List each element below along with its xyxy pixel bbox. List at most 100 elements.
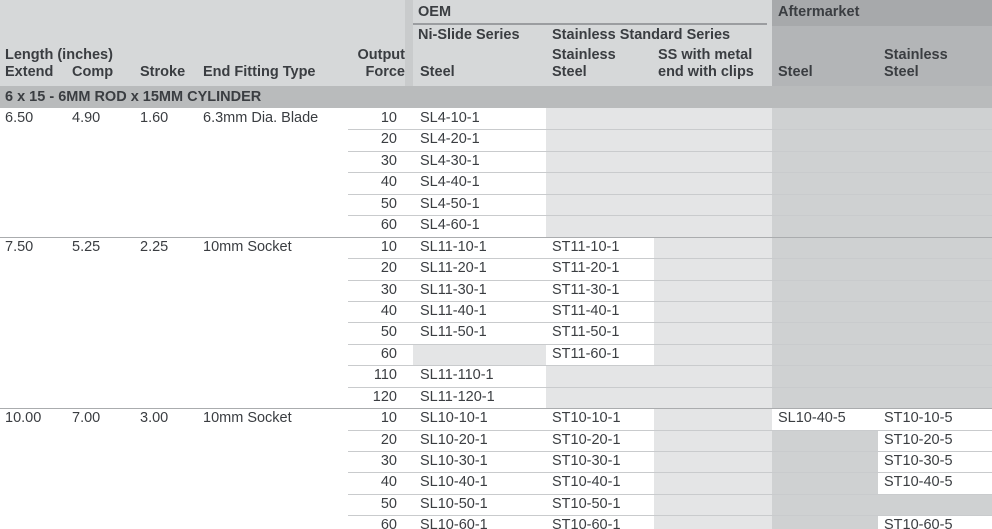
cell-am-ss [878,193,992,216]
cell-stainless: ST11-40-1 [552,302,620,319]
row-separator [348,279,992,281]
cell-clips [654,386,772,409]
table-row: 40 SL10-40-1 ST10-40-1 ST10-40-5 [0,472,992,494]
cell-am-ss [878,322,992,344]
row-separator [348,193,992,195]
cell-steel: SL11-20-1 [420,260,487,277]
cell-am-steel [772,215,878,237]
cell-am-ss [878,172,992,194]
cell-stainless: ST11-60-1 [552,345,620,362]
cell-output-force: 10 [380,110,397,126]
cell-am-steel [772,300,878,323]
cell-comp: 5.25 [72,238,101,255]
cell-am-ss [878,129,992,151]
cell-am-steel [772,451,878,473]
cell-clips [654,515,772,529]
cell-clips [654,451,772,473]
row-separator [348,258,992,260]
cell-output-force: 60 [380,217,397,234]
ni-slide-series-label: Ni-Slide Series [418,27,520,43]
table-row: 120 SL11-120-1 [0,386,992,409]
row-separator [348,215,992,217]
cell-steel: SL10-10-1 [420,410,488,427]
block-separator [0,408,992,410]
table-row: 20 SL10-20-1 ST10-20-1 ST10-20-5 [0,429,992,451]
cell-stainless: ST10-60-1 [552,517,621,529]
cell-stainless: ST11-20-1 [552,260,620,277]
table-row: 10.00 7.00 3.00 10mm Socket 10 SL10-10-1 ST10-… [0,408,992,430]
cell-stainless: ST10-30-1 [552,453,621,469]
cell-end-fitting-type: 10mm Socket [203,238,292,255]
cell-stainless [546,150,654,173]
cell-am-ss [878,386,992,409]
cell-am-steel [772,429,878,451]
column-header-aftermarket-steel: Steel [778,64,813,80]
cell-output-force: 10 [380,410,397,427]
table-row: 50 SL10-50-1 ST10-50-1 [0,493,992,516]
cell-steel: SL4-40-1 [420,174,480,191]
cell-clips [654,408,772,430]
cell-steel: SL11-30-1 [420,281,487,298]
cell-output-force: 20 [380,260,397,277]
cell-am-steel [772,472,878,494]
cell-am-steel [772,236,878,259]
cell-clips [654,279,772,301]
cell-output-force: 120 [372,388,397,405]
cell-steel: SL11-110-1 [420,367,494,384]
cell-stainless: ST10-20-1 [552,431,621,448]
oem-stainless-line1: Stainless [552,47,616,63]
cell-stainless [546,365,654,387]
cell-steel: SL4-60-1 [420,217,480,234]
cell-end-fitting-type: 6.3mm Dia. Blade [203,110,319,126]
cell-am-ss [878,279,992,301]
column-header-extend: Extend [5,64,54,80]
cell-clips [654,150,772,173]
cell-am-steel [772,365,878,387]
aftermarket-group-label: Aftermarket [778,4,860,20]
row-separator [348,322,992,324]
aftermarket-subheader-band [772,26,992,86]
row-separator [348,493,992,495]
cell-stainless [546,172,654,194]
table-row: 20 SL11-20-1 ST11-20-1 [0,258,992,280]
cell-steel: SL11-50-1 [420,324,487,341]
cell-output-force: 60 [380,345,397,362]
cell-am-ss: ST10-20-5 [884,431,953,448]
cell-clips [654,258,772,280]
cell-output-force: 30 [380,281,397,298]
cell-stainless [546,129,654,151]
section-header: 6 x 15 - 6MM ROD x 15MM CYLINDER [0,86,992,108]
cell-clips [654,300,772,323]
table-row: 50 SL4-50-1 [0,193,992,216]
cell-comp: 7.00 [72,410,101,427]
cell-steel: SL11-120-1 [420,388,495,405]
cell-output-force: 50 [380,324,397,341]
table-row: 50 SL11-50-1 ST11-50-1 [0,322,992,344]
row-separator [348,515,992,517]
cell-am-ss [878,300,992,323]
cell-am-ss [878,215,992,237]
cell-stainless [546,193,654,216]
cell-clips [654,236,772,259]
table-body: 6.50 4.90 1.60 6.3mm Dia. Blade 10 SL4-10-1 20… [0,108,992,529]
row-separator [348,429,992,431]
cell-end-fitting-type: 10mm Socket [203,410,292,427]
am-stainless-line1: Stainless [884,47,948,63]
cell-am-steel [772,150,878,173]
cell-am-ss [878,236,992,259]
cell-comp: 4.90 [72,110,101,126]
cell-clips [654,365,772,387]
cell-output-force: 30 [380,453,397,469]
row-separator [348,150,992,152]
row-separator [348,451,992,452]
stainless-standard-series-label: Stainless Standard Series [552,27,731,43]
cell-stainless: ST10-40-1 [552,474,621,491]
row-separator [348,129,992,131]
cell-steel: SL10-30-1 [420,453,488,469]
cell-clips [654,472,772,494]
column-header-comp: Comp [72,64,114,80]
cell-output-force: 40 [380,174,397,191]
cell-stroke: 2.25 [140,238,169,255]
column-header-stroke: Stroke [140,64,186,80]
